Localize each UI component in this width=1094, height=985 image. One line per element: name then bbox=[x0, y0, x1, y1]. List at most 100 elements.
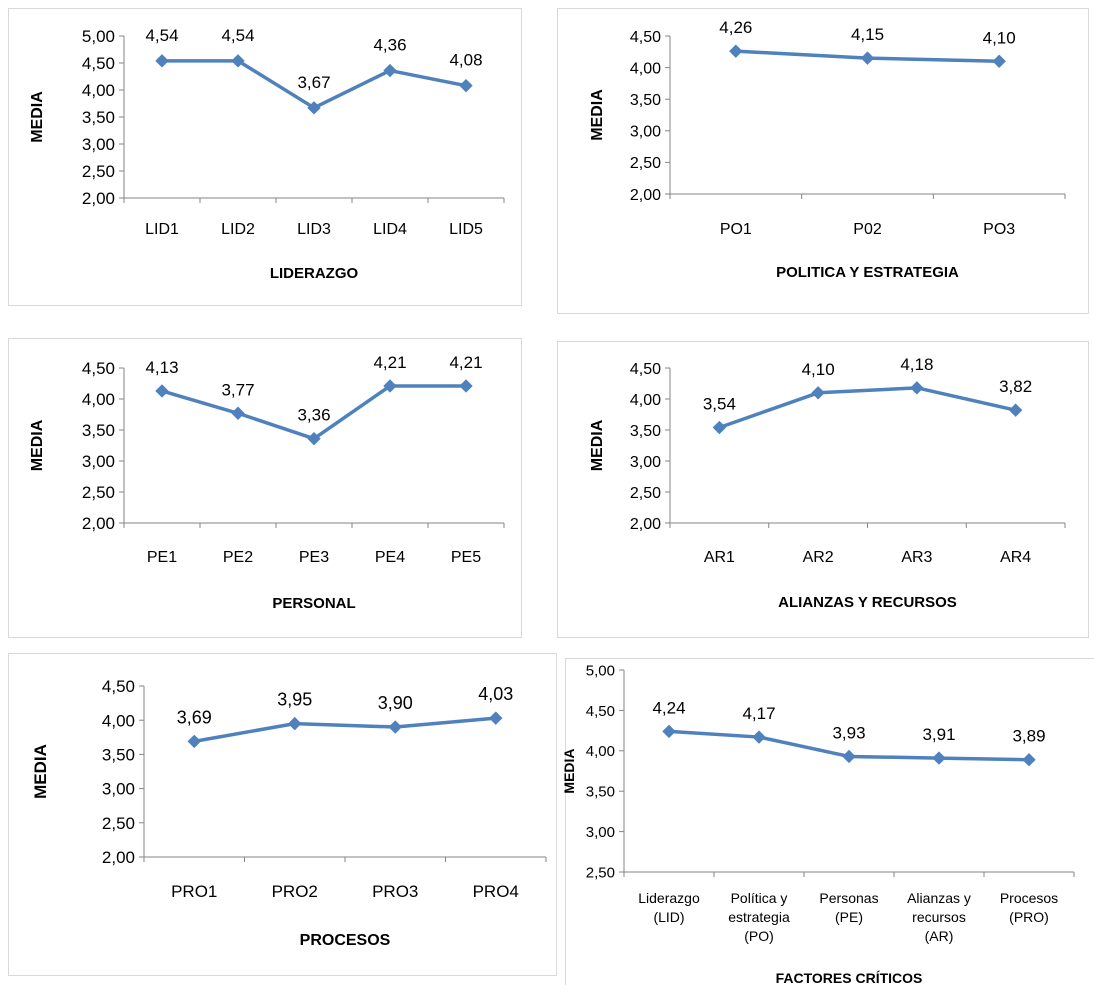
data-label: 3,77 bbox=[221, 380, 254, 399]
x-tick-label: Alianzas y bbox=[907, 890, 971, 906]
data-label: 4,10 bbox=[802, 360, 835, 379]
y-tick-label: 2,00 bbox=[82, 514, 115, 533]
data-point-marker bbox=[307, 431, 321, 446]
data-label: 4,03 bbox=[478, 684, 513, 704]
data-point-marker bbox=[842, 749, 856, 764]
y-tick-label: 4,50 bbox=[630, 361, 661, 378]
data-point-marker bbox=[155, 384, 169, 398]
data-label: 4,15 bbox=[851, 25, 884, 44]
x-tick-label: PRO3 bbox=[372, 882, 418, 901]
data-point-marker bbox=[489, 711, 503, 725]
data-point-marker bbox=[1022, 752, 1036, 767]
chart-frame bbox=[8, 8, 522, 306]
chart-frame bbox=[565, 658, 1094, 985]
data-point-marker bbox=[910, 381, 924, 395]
x-tick-label: estrategia bbox=[728, 909, 790, 925]
data-point-marker bbox=[932, 751, 946, 765]
data-label: 3,95 bbox=[277, 690, 312, 710]
y-tick-label: 2,50 bbox=[586, 864, 615, 881]
data-label: 4,17 bbox=[742, 704, 775, 723]
data-label: 3,93 bbox=[832, 723, 865, 742]
y-tick-label: 4,50 bbox=[102, 677, 135, 696]
x-axis-title: LIDERAZGO bbox=[270, 265, 359, 282]
x-tick-label: LID1 bbox=[145, 221, 179, 238]
y-tick-label: 3,50 bbox=[102, 746, 135, 765]
data-point-marker bbox=[388, 720, 402, 734]
x-tick-label: recursos bbox=[912, 909, 966, 925]
y-tick-label: 2,00 bbox=[102, 848, 135, 867]
x-tick-label: (PE) bbox=[835, 909, 863, 925]
x-tick-label: Política y bbox=[731, 890, 788, 906]
y-tick-label: 3,00 bbox=[82, 135, 115, 154]
data-point-marker bbox=[187, 734, 201, 749]
data-point-marker bbox=[992, 54, 1006, 68]
y-tick-label: 2,50 bbox=[630, 155, 661, 172]
data-label: 3,82 bbox=[999, 377, 1032, 396]
data-label: 4,54 bbox=[145, 26, 178, 45]
y-tick-label: 2,50 bbox=[102, 814, 135, 833]
data-point-marker bbox=[288, 716, 302, 731]
data-label: 4,26 bbox=[719, 18, 752, 37]
y-tick-label: 3,50 bbox=[82, 421, 115, 440]
y-tick-label: 4,00 bbox=[586, 743, 615, 760]
y-tick-label: 2,50 bbox=[82, 483, 115, 502]
chart-3: 2,00 2,50 3,00 3,50 4,00 4,50 PE1 PE2 PE3 PE4 PE5 4… bbox=[8, 338, 522, 638]
x-axis-title: POLITICA Y ESTRATEGIA bbox=[776, 264, 959, 281]
x-tick-label: (PRO) bbox=[1009, 909, 1049, 925]
data-label: 4,13 bbox=[145, 358, 178, 377]
y-tick-label: 2,00 bbox=[630, 516, 661, 533]
data-point-marker bbox=[752, 730, 766, 744]
x-tick-label: Procesos bbox=[1000, 890, 1058, 906]
data-label: 4,08 bbox=[449, 51, 482, 70]
x-tick-label: LID4 bbox=[373, 221, 407, 238]
data-label: 4,24 bbox=[652, 698, 685, 717]
y-tick-label: 4,00 bbox=[102, 711, 135, 730]
y-tick-label: 2,00 bbox=[82, 189, 115, 208]
x-tick-label: (PO) bbox=[744, 928, 774, 944]
data-point-marker bbox=[811, 386, 825, 400]
data-point-marker bbox=[383, 379, 397, 393]
x-tick-label: Liderazgo bbox=[638, 890, 700, 906]
x-tick-label: PE5 bbox=[451, 549, 481, 566]
x-tick-label: PO3 bbox=[983, 221, 1015, 238]
x-tick-label: PRO4 bbox=[473, 882, 519, 901]
data-point-marker bbox=[231, 406, 245, 420]
data-label: 4,36 bbox=[373, 36, 406, 55]
x-tick-label: PE3 bbox=[299, 549, 329, 566]
data-label: 3,91 bbox=[922, 725, 955, 744]
x-tick-label: AR4 bbox=[1000, 549, 1031, 566]
y-axis-title: MEDIA bbox=[29, 91, 46, 143]
chart-frame bbox=[8, 653, 557, 976]
y-tick-label: 3,00 bbox=[630, 454, 661, 471]
x-tick-label: PO1 bbox=[720, 221, 752, 238]
x-tick-label: AR3 bbox=[901, 549, 932, 566]
x-tick-label: LID3 bbox=[297, 221, 331, 238]
y-axis-title: MEDIA bbox=[589, 419, 606, 471]
data-point-marker bbox=[1008, 403, 1023, 417]
y-tick-label: 4,00 bbox=[630, 392, 661, 409]
x-axis-title: PROCESOS bbox=[300, 932, 391, 949]
x-tick-label: P02 bbox=[853, 221, 882, 238]
data-point-marker bbox=[729, 44, 743, 58]
data-label: 3,90 bbox=[378, 693, 413, 713]
y-tick-label: 4,00 bbox=[630, 60, 661, 77]
data-point-marker bbox=[231, 54, 245, 68]
chart-4: 2,00 2,50 3,00 3,50 4,00 4,50 AR1 AR2 AR3 AR4 3,54… bbox=[557, 341, 1089, 638]
x-tick-label: (LID) bbox=[653, 909, 684, 925]
data-point-marker bbox=[860, 51, 875, 65]
y-tick-label: 2,50 bbox=[630, 485, 661, 502]
chart-frame bbox=[8, 338, 522, 638]
y-tick-label: 5,00 bbox=[586, 662, 615, 679]
data-point-marker bbox=[459, 78, 473, 93]
y-tick-label: 3,00 bbox=[82, 452, 115, 471]
x-axis-title: PERSONAL bbox=[272, 595, 355, 612]
data-label: 4,54 bbox=[221, 26, 254, 45]
data-point-marker bbox=[155, 54, 169, 68]
chart-1: 2,00 2,50 3,00 3,50 4,00 4,50 5,00 LID1 LID2 LID3… bbox=[8, 8, 522, 306]
data-point-marker bbox=[662, 724, 676, 739]
x-tick-label: PE2 bbox=[223, 549, 253, 566]
y-tick-label: 2,50 bbox=[82, 162, 115, 181]
chart-6: 2,50 3,00 3,50 4,00 4,50 5,00 Liderazgo (LID) Po… bbox=[561, 658, 1094, 985]
y-tick-label: 3,00 bbox=[630, 124, 661, 141]
